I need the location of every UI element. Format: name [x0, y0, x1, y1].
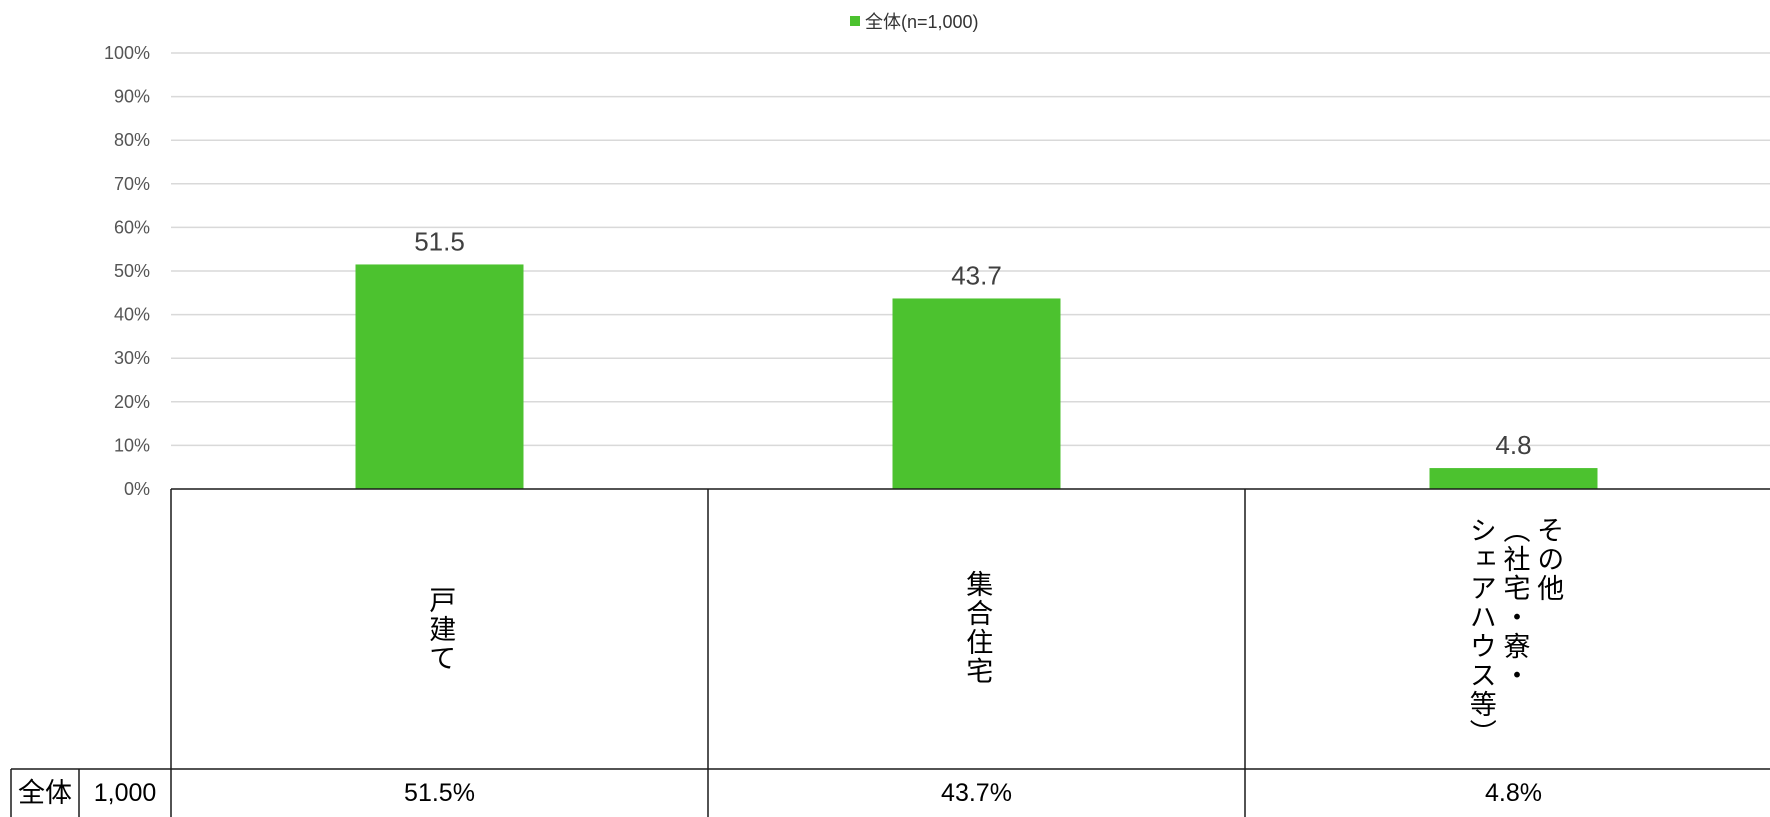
data-label: 43.7 [951, 260, 1002, 290]
y-tick-label: 50% [114, 261, 150, 281]
y-tick-label: 40% [114, 305, 150, 325]
y-tick-label: 20% [114, 392, 150, 412]
data-labels: 51.5 43.7 4.8 [414, 226, 1531, 460]
category-label: 戸建て [424, 586, 456, 673]
table-n-value: 1,000 [93, 779, 157, 807]
legend-swatch [850, 16, 860, 26]
bars [355, 264, 1598, 489]
y-tick-label: 70% [114, 174, 150, 194]
y-axis-ticks: 0% 10% 20% 30% 40% 50% 60% 70% 80% 90% 100% [104, 43, 150, 499]
y-tick-label: 0% [124, 479, 150, 499]
table-value: 4.8% [1485, 779, 1542, 807]
data-label: 4.8 [1495, 430, 1531, 460]
category-label: 集合住宅 [961, 570, 993, 686]
y-tick-label: 30% [114, 348, 150, 368]
table-row-label: 全体 [18, 778, 72, 808]
bar [355, 264, 524, 489]
table-value: 51.5% [404, 779, 475, 807]
bar [1429, 468, 1598, 489]
category-label: その他 （社宅・寮・ シェアハウス等） [1464, 516, 1564, 748]
y-tick-label: 100% [104, 43, 150, 63]
table-value: 43.7% [941, 779, 1012, 807]
y-tick-label: 60% [114, 217, 150, 237]
y-tick-label: 90% [114, 87, 150, 107]
category-table-frame [10, 488, 1770, 817]
data-label: 51.5 [414, 226, 465, 256]
y-tick-label: 80% [114, 130, 150, 150]
y-tick-label: 10% [114, 435, 150, 455]
legend: 全体(n=1,000) [850, 9, 979, 33]
bar [892, 298, 1061, 489]
legend-label: 全体(n=1,000) [865, 12, 979, 32]
